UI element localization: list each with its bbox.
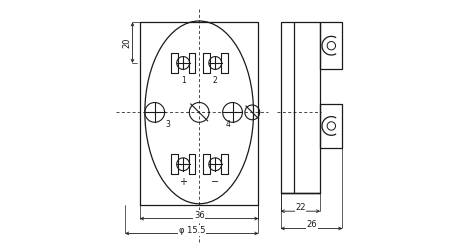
Text: 36: 36 <box>194 211 204 220</box>
Text: 26: 26 <box>306 220 317 229</box>
Text: φ 15.5: φ 15.5 <box>179 226 205 235</box>
Text: 1: 1 <box>181 76 186 85</box>
Text: 4: 4 <box>225 120 230 129</box>
Text: 22: 22 <box>295 203 306 212</box>
Text: 20: 20 <box>123 37 132 48</box>
Text: +: + <box>179 177 187 186</box>
Text: 2: 2 <box>213 76 218 85</box>
Text: 3: 3 <box>166 120 171 129</box>
Text: −: − <box>211 177 219 186</box>
